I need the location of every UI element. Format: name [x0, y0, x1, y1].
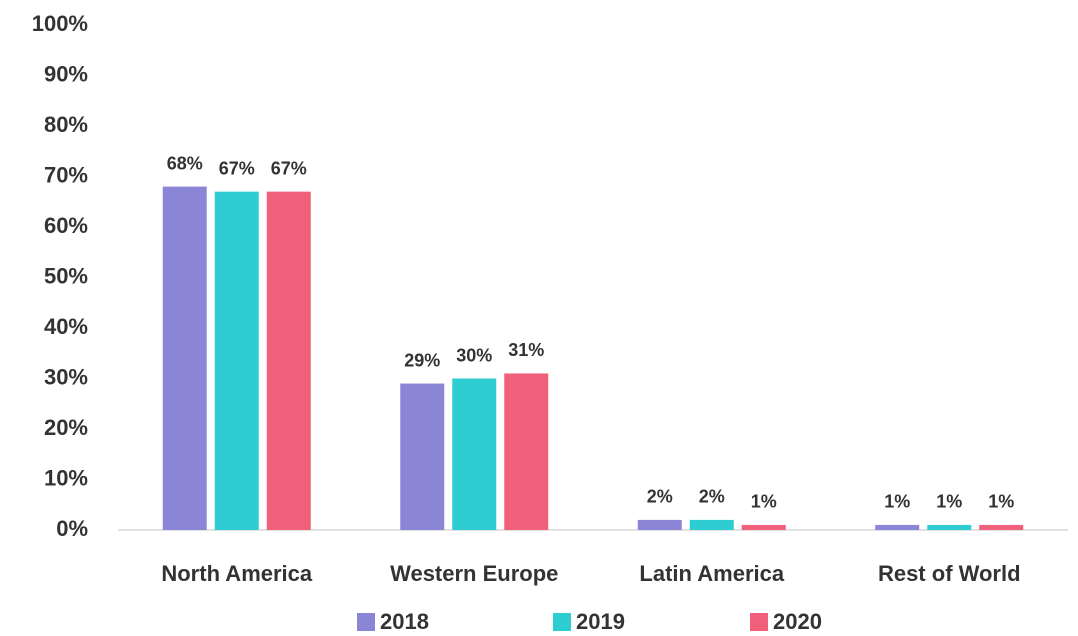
data-label: 1% [884, 492, 910, 512]
y-tick-label: 10% [44, 465, 88, 490]
bar [741, 524, 786, 530]
bar [266, 191, 311, 530]
y-tick-label: 60% [44, 213, 88, 238]
y-tick-label: 90% [44, 61, 88, 86]
legend-label: 2019 [576, 609, 625, 634]
data-label: 1% [936, 492, 962, 512]
y-tick-label: 30% [44, 364, 88, 389]
y-tick-label: 20% [44, 415, 88, 440]
y-tick-label: 80% [44, 112, 88, 137]
y-tick-label: 70% [44, 162, 88, 187]
bar [452, 378, 497, 530]
y-tick-label: 100% [32, 11, 88, 36]
bar [689, 519, 734, 530]
legend-swatch [750, 613, 768, 631]
legend-swatch [553, 613, 571, 631]
bar [979, 524, 1024, 530]
x-tick-label: Latin America [639, 561, 784, 586]
legend-swatch [357, 613, 375, 631]
data-label: 2% [699, 487, 725, 507]
bar [875, 524, 920, 530]
y-tick-label: 0% [56, 516, 88, 541]
x-tick-label: Rest of World [878, 561, 1021, 586]
data-label: 68% [167, 153, 203, 173]
data-label: 30% [456, 345, 492, 365]
data-label: 1% [988, 492, 1014, 512]
bar [927, 524, 972, 530]
y-tick-label: 50% [44, 263, 88, 288]
data-label: 67% [219, 158, 255, 178]
data-label: 1% [751, 492, 777, 512]
bar [637, 519, 682, 530]
data-label: 31% [508, 340, 544, 360]
bar [162, 186, 207, 530]
x-tick-label: North America [161, 561, 313, 586]
bar [504, 373, 549, 530]
bar [400, 383, 445, 530]
bar [214, 191, 259, 530]
data-label: 2% [647, 487, 673, 507]
data-label: 29% [404, 350, 440, 370]
legend-label: 2020 [773, 609, 822, 634]
legend-label: 2018 [380, 609, 429, 634]
data-label: 67% [271, 158, 307, 178]
x-tick-label: Western Europe [390, 561, 558, 586]
y-tick-label: 40% [44, 314, 88, 339]
